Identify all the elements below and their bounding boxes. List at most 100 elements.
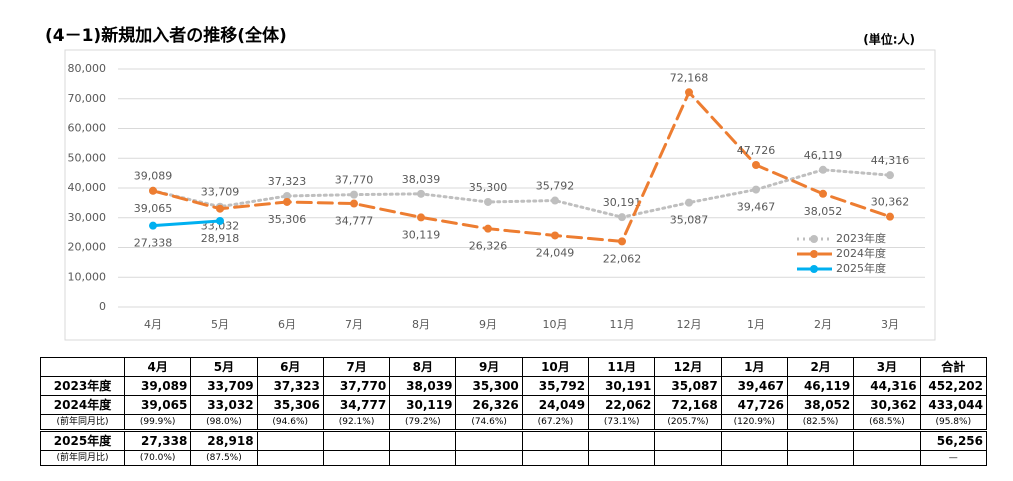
table-row: (前年同月比) (99.9%) (98.0%) (94.6%) (92.1%) (79.2…: [40, 414, 988, 431]
table-cell: 3月: [853, 357, 921, 377]
table-cell: [720, 450, 788, 466]
x-tick-label: 8月: [412, 318, 430, 331]
table-cell: [853, 429, 921, 451]
y-tick-label: 40,000: [68, 181, 107, 194]
y-tick-label: 0: [99, 300, 106, 313]
y-tick-label: 50,000: [68, 151, 107, 164]
table-cell: [40, 357, 125, 377]
table-cell: [322, 450, 391, 466]
chart: (4－1)新規加入者の推移(全体) (単位:人) 0 10,000 20,000 30…: [45, 25, 936, 341]
point: [149, 221, 157, 230]
data-label: 44,316: [871, 154, 910, 167]
table-cell: 433,044: [919, 395, 988, 415]
y-tick-label: 10,000: [68, 270, 107, 283]
data-label: 39,065: [134, 202, 173, 215]
data-label: 28,918: [201, 232, 240, 245]
table-cell: 2024年度: [40, 395, 125, 415]
table-cell: [256, 429, 324, 451]
data-label: 34,777: [335, 215, 374, 228]
table-cell: [786, 429, 855, 451]
y-tick-label: 70,000: [68, 92, 107, 105]
table-cell: 6月: [256, 357, 324, 377]
data-label: 35,306: [268, 213, 307, 226]
table-cell: —: [919, 450, 988, 466]
point: [819, 165, 827, 174]
point: [886, 212, 894, 221]
table-cell: (73.1%): [588, 414, 656, 431]
point: [685, 198, 693, 207]
table-cell: (70.0%): [123, 450, 192, 466]
data-label: 30,362: [871, 196, 910, 209]
data-label: 24,049: [536, 246, 575, 259]
table-row: 2025年度 27,338 28,918 56,256: [40, 429, 988, 451]
series-line: [151, 168, 892, 219]
table-cell: (82.5%): [786, 414, 855, 431]
table-cell: 8月: [389, 357, 457, 377]
x-tick-label: 1月: [747, 318, 765, 331]
table-cell: 39,065: [123, 395, 192, 415]
point: [484, 224, 492, 233]
table-cell: 46,119: [786, 376, 855, 396]
table-cell: (前年同月比): [40, 450, 125, 466]
table-cell: 35,306: [256, 395, 324, 415]
table-cell: [256, 450, 324, 466]
data-label: 27,338: [134, 237, 173, 250]
table-cell: (79.2%): [389, 414, 457, 431]
table-cell: (67.2%): [521, 414, 590, 431]
data-label: 37,770: [335, 174, 374, 187]
table-cell: 5月: [190, 357, 258, 377]
point: [618, 213, 626, 222]
point: [350, 199, 358, 208]
legend-marker: [810, 235, 818, 243]
data-label: 39,089: [134, 170, 173, 183]
table-cell: [853, 450, 921, 466]
unit-label: (単位:人): [863, 32, 915, 47]
data-label: 72,168: [670, 71, 709, 84]
table-cell: 452,202: [919, 376, 988, 396]
table-cell: 30,362: [853, 395, 921, 415]
table-cell: 38,052: [786, 395, 855, 415]
table-cell: (120.9%): [720, 414, 788, 431]
x-tick-label: 5月: [211, 318, 229, 331]
table-cell: (95.8%): [919, 414, 988, 431]
table-cell: 56,256: [919, 429, 988, 451]
x-tick-label: 2月: [814, 318, 832, 331]
table-cell: 38,039: [389, 376, 457, 396]
table-cell: 26,326: [455, 395, 523, 415]
data-label: 39,467: [737, 201, 776, 214]
series-line: [151, 219, 222, 228]
table-cell: (205.7%): [654, 414, 722, 431]
point: [551, 231, 559, 240]
table-cell: [322, 429, 391, 451]
table-cell: [786, 450, 855, 466]
data-label: 37,323: [268, 175, 307, 188]
table-cell: 30,191: [588, 376, 656, 396]
table-cell: 27,338: [123, 429, 192, 451]
table-cell: (74.6%): [455, 414, 523, 431]
table-cell: 24,049: [521, 395, 590, 415]
point: [886, 171, 894, 180]
table-cell: [720, 429, 788, 451]
table-cell: [389, 429, 457, 451]
table-cell: (前年同月比): [40, 414, 125, 431]
table-cell: 37,323: [256, 376, 324, 396]
table-cell: [521, 450, 590, 466]
point: [618, 237, 626, 246]
data-label: 22,062: [603, 252, 642, 265]
table-cell: 44,316: [853, 376, 921, 396]
point: [752, 185, 760, 194]
x-tick-label: 7月: [345, 318, 363, 331]
point: [283, 197, 291, 206]
y-tick-label: 60,000: [68, 122, 107, 135]
legend-marker: [810, 265, 818, 273]
x-tick-label: 12月: [677, 318, 702, 331]
point: [149, 186, 157, 195]
legend-label: 2023年度: [836, 231, 886, 245]
table-row: (前年同月比) (70.0%) (87.5%) —: [40, 450, 988, 466]
table-cell: [455, 450, 523, 466]
data-label: 33,709: [201, 186, 240, 199]
table-cell: 35,792: [521, 376, 590, 396]
table-cell: 4月: [123, 357, 192, 377]
point: [685, 88, 693, 97]
